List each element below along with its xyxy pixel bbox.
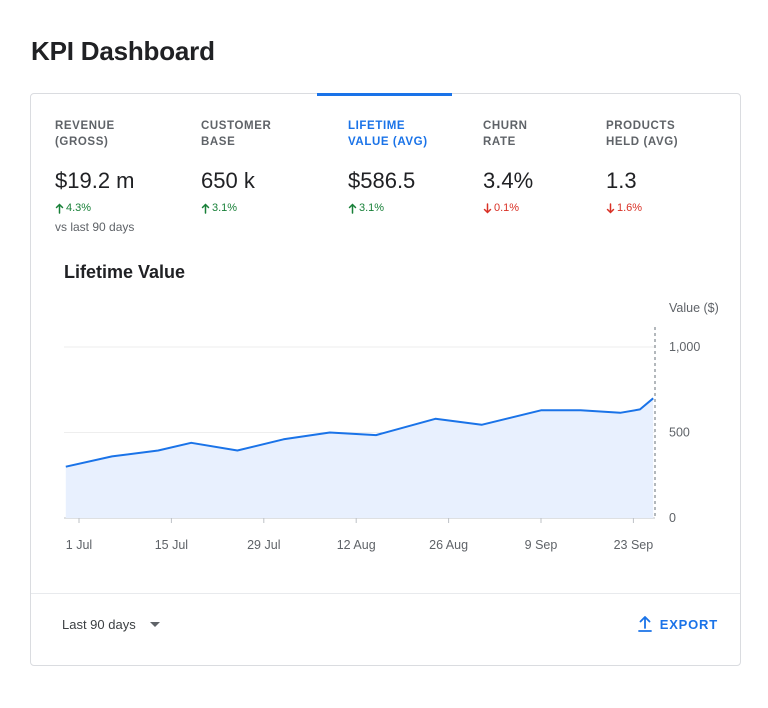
upload-icon bbox=[637, 616, 652, 632]
kpi-delta: 4.3% bbox=[55, 202, 135, 214]
kpi-value: 3.4% bbox=[483, 168, 534, 193]
kpi-delta-value: 0.1% bbox=[494, 202, 520, 214]
kpi-label: PRODUCTS HELD (AVG) bbox=[606, 120, 679, 148]
kpi-value: 1.3 bbox=[606, 168, 637, 193]
arrow-up-icon bbox=[348, 202, 357, 214]
page-title: KPI Dashboard bbox=[31, 36, 215, 66]
kpi-delta-value: 3.1% bbox=[359, 202, 385, 214]
arrow-down-icon bbox=[483, 202, 492, 214]
export-button[interactable]: EXPORT bbox=[637, 616, 718, 632]
kpi-delta: 0.1% bbox=[483, 202, 533, 214]
active-tab-indicator bbox=[317, 93, 452, 96]
comparison-period: vs last 90 days bbox=[55, 220, 135, 234]
kpi-value: $586.5 bbox=[348, 168, 416, 193]
kpi-label: LIFETIME VALUE (AVG) bbox=[348, 120, 428, 148]
kpi-tile[interactable]: CUSTOMER BASE 650 k 3.1% bbox=[201, 118, 271, 214]
kpi-delta: 1.6% bbox=[606, 202, 678, 214]
x-tick-label: 26 Aug bbox=[429, 538, 468, 552]
kpi-tile[interactable]: PRODUCTS HELD (AVG) 1.3 1.6% bbox=[606, 118, 678, 214]
x-tick-label: 15 Jul bbox=[155, 538, 188, 552]
y-tick-label: 500 bbox=[669, 426, 690, 440]
kpi-delta: 3.1% bbox=[201, 202, 271, 214]
export-label: EXPORT bbox=[659, 616, 718, 632]
x-tick-label: 12 Aug bbox=[337, 538, 376, 552]
series-line bbox=[65, 397, 654, 468]
kpi-label: CUSTOMER BASE bbox=[201, 120, 272, 148]
series-area bbox=[65, 398, 654, 518]
y-axis-label: Value ($) bbox=[669, 301, 719, 315]
y-tick-label: 1,000 bbox=[669, 340, 700, 354]
kpi-tile[interactable]: LIFETIME VALUE (AVG) $586.5 3.1% bbox=[348, 118, 428, 214]
kpi-card: REVENUE (GROSS) $19.2 m 4.3% vs last 90 day… bbox=[30, 93, 741, 666]
chart-title: Lifetime Value bbox=[64, 262, 186, 282]
arrow-up-icon bbox=[55, 202, 64, 214]
x-tick-label: 9 Sep bbox=[525, 538, 558, 552]
kpi-delta-value: 1.6% bbox=[617, 202, 643, 214]
kpi-delta: 3.1% bbox=[348, 202, 428, 214]
arrow-up-icon bbox=[201, 202, 210, 214]
kpi-delta-value: 3.1% bbox=[212, 202, 238, 214]
kpi-value: $19.2 m bbox=[55, 168, 135, 193]
arrow-down-icon bbox=[606, 202, 615, 214]
kpi-tile[interactable]: REVENUE (GROSS) $19.2 m 4.3% vs last 90 day… bbox=[55, 118, 135, 234]
lifetime-value-chart: 0 500 1,000 Value ($) 1 Jul 15 Jul 29 Jul 12 Au… bbox=[64, 301, 719, 552]
date-range-label: Last 90 days bbox=[62, 617, 136, 632]
y-tick-label: 0 bbox=[669, 511, 676, 525]
x-tick-label: 29 Jul bbox=[247, 538, 280, 552]
x-tick-label: 1 Jul bbox=[66, 538, 92, 552]
kpi-delta-value: 4.3% bbox=[66, 202, 92, 214]
kpi-tile[interactable]: CHURN RATE 3.4% 0.1% bbox=[483, 118, 533, 214]
caret-down-icon bbox=[149, 622, 160, 627]
date-range-dropdown[interactable]: Last 90 days bbox=[62, 617, 160, 632]
x-tick-label: 23 Sep bbox=[614, 538, 654, 552]
footer-divider bbox=[31, 593, 740, 594]
kpi-label: REVENUE (GROSS) bbox=[55, 120, 115, 148]
kpi-label: CHURN RATE bbox=[483, 120, 528, 148]
kpi-value: 650 k bbox=[201, 168, 255, 193]
